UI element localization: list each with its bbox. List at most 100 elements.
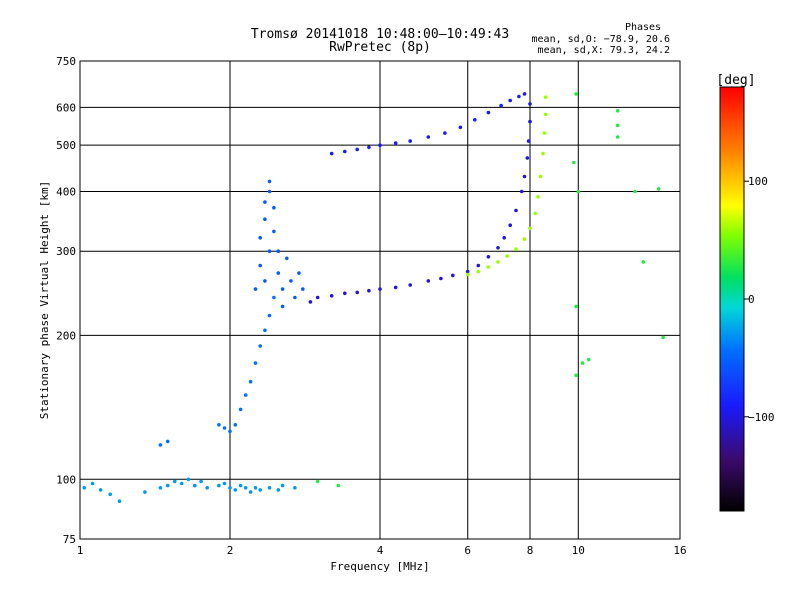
data-point bbox=[426, 135, 431, 139]
data-point bbox=[272, 229, 276, 234]
data-point bbox=[108, 492, 112, 497]
colorbar-tick-label: −100 bbox=[748, 411, 775, 424]
data-point bbox=[263, 200, 267, 204]
data-point bbox=[248, 490, 253, 494]
data-point bbox=[633, 189, 637, 194]
y-tick-label: 500 bbox=[56, 139, 76, 152]
data-point bbox=[458, 125, 463, 130]
data-point bbox=[158, 443, 163, 447]
x-tick-label: 10 bbox=[572, 544, 585, 557]
colorbar-label: [deg] bbox=[716, 73, 755, 88]
data-point bbox=[267, 179, 272, 184]
data-point bbox=[315, 295, 320, 300]
stats-line-o: mean, sd,O: −78.9, 20.6 bbox=[532, 34, 670, 45]
y-tick-label: 200 bbox=[56, 329, 76, 342]
data-point bbox=[367, 145, 371, 150]
data-point bbox=[543, 95, 548, 99]
data-point bbox=[315, 479, 320, 484]
data-point bbox=[505, 254, 510, 258]
data-point bbox=[276, 488, 281, 492]
data-point bbox=[293, 295, 297, 300]
data-point bbox=[587, 357, 591, 362]
y-tick-label: 600 bbox=[56, 101, 76, 114]
chart-subtitle: RwPretec (8p) bbox=[329, 40, 431, 55]
data-point bbox=[165, 439, 170, 444]
data-point bbox=[258, 344, 263, 348]
data-point bbox=[367, 288, 371, 293]
data-point bbox=[98, 488, 103, 492]
data-point bbox=[280, 304, 285, 309]
data-point bbox=[526, 139, 531, 143]
data-point bbox=[499, 103, 503, 108]
data-point bbox=[473, 118, 477, 122]
data-point bbox=[536, 195, 540, 199]
colorbar-tick-label: 100 bbox=[748, 175, 768, 188]
colorbar-ticks: 100 0 −100 bbox=[744, 175, 775, 424]
x-tick-label: 4 bbox=[377, 544, 384, 557]
data-point bbox=[496, 260, 500, 264]
data-point bbox=[253, 287, 258, 291]
data-point bbox=[289, 279, 293, 283]
data-point bbox=[517, 94, 521, 99]
data-point bbox=[522, 174, 527, 179]
data-point bbox=[158, 486, 163, 490]
data-point bbox=[301, 287, 305, 291]
data-point bbox=[476, 263, 481, 268]
stats-heading: Phases bbox=[625, 22, 661, 33]
x-tick-label: 2 bbox=[227, 544, 234, 557]
data-point bbox=[238, 483, 243, 488]
data-point bbox=[193, 483, 197, 488]
data-point bbox=[574, 373, 578, 378]
data-point bbox=[528, 102, 532, 106]
data-point bbox=[355, 147, 360, 152]
data-point bbox=[451, 273, 455, 278]
data-point bbox=[253, 486, 258, 490]
data-point bbox=[465, 269, 470, 274]
data-point bbox=[522, 237, 527, 241]
data-point bbox=[615, 109, 620, 113]
data-point bbox=[615, 135, 620, 139]
data-point bbox=[280, 287, 285, 291]
data-point bbox=[233, 423, 238, 427]
data-point bbox=[378, 287, 382, 291]
data-point bbox=[528, 119, 532, 124]
data-point bbox=[343, 149, 347, 154]
data-point bbox=[656, 187, 661, 191]
x-axis-label: Frequency [MHz] bbox=[330, 560, 429, 573]
data-point bbox=[641, 260, 645, 264]
data-point bbox=[297, 271, 301, 275]
data-point bbox=[243, 393, 248, 397]
data-point bbox=[263, 279, 267, 283]
data-point bbox=[661, 335, 665, 340]
data-point bbox=[574, 92, 578, 96]
data-point bbox=[217, 483, 221, 488]
data-point bbox=[343, 291, 347, 296]
data-point bbox=[525, 156, 530, 160]
data-point bbox=[222, 481, 227, 486]
data-point bbox=[285, 256, 289, 261]
data-point bbox=[542, 131, 547, 135]
data-point bbox=[263, 328, 267, 333]
data-point bbox=[267, 189, 272, 194]
colorbar bbox=[719, 86, 745, 512]
data-point bbox=[543, 112, 548, 117]
data-point bbox=[258, 263, 263, 268]
data-point bbox=[528, 226, 532, 231]
data-point bbox=[117, 499, 122, 504]
data-point bbox=[541, 151, 545, 156]
y-tick-label: 750 bbox=[56, 55, 76, 68]
colorbar-tick-label: 0 bbox=[748, 293, 755, 306]
data-point bbox=[179, 481, 184, 486]
data-point bbox=[228, 429, 232, 434]
data-point bbox=[486, 110, 491, 115]
data-point bbox=[293, 486, 297, 490]
data-point bbox=[263, 217, 267, 221]
data-point bbox=[486, 254, 491, 259]
data-point bbox=[228, 486, 232, 490]
data-point bbox=[496, 246, 500, 250]
data-point bbox=[308, 300, 313, 304]
data-point bbox=[572, 160, 576, 165]
y-tick-label: 300 bbox=[56, 245, 76, 258]
data-point bbox=[165, 483, 170, 488]
data-point bbox=[199, 479, 203, 484]
